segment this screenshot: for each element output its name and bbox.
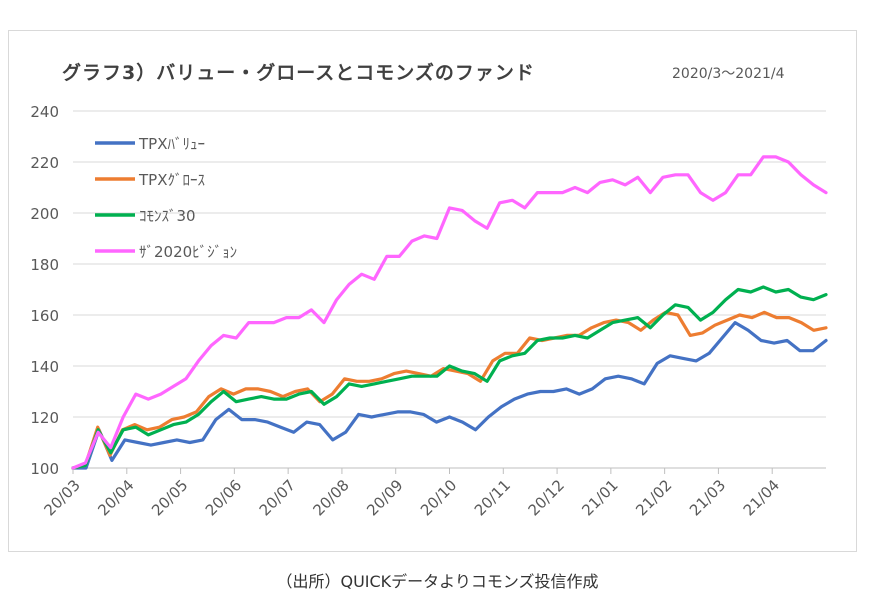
x-tick-label: 20/05: [148, 476, 191, 519]
y-tick-label: 220: [30, 154, 59, 172]
legend-label: TPXｸﾞﾛｰｽ: [138, 171, 205, 189]
x-tick-label: 21/02: [632, 476, 675, 519]
y-tick-label: 180: [30, 256, 59, 274]
y-tick-label: 120: [30, 409, 59, 427]
legend: TPXﾊﾞﾘｭｰ TPXｸﾞﾛｰｽ ｺﾓﾝｽﾞ30 ｻﾞ2020ﾋﾞｼﾞｮﾝ: [95, 135, 237, 261]
y-tick-label: 200: [30, 205, 59, 223]
x-tick-label: 20/03: [41, 476, 84, 519]
series-line-1: [71, 321, 828, 470]
y-tick-label: 160: [30, 307, 59, 325]
y-tick-label: 140: [30, 358, 59, 376]
x-tick-label: 20/08: [309, 476, 352, 519]
x-tick-label: 20/10: [417, 476, 460, 519]
x-tick-label: 20/11: [471, 476, 514, 519]
series-line-4: [71, 155, 828, 470]
legend-label: ｻﾞ2020ﾋﾞｼﾞｮﾝ: [139, 243, 237, 261]
series-line-3: [71, 285, 828, 470]
series-lines: [71, 155, 828, 470]
x-tick-label: 20/04: [94, 476, 137, 519]
y-tick-label: 100: [30, 460, 59, 478]
series-line-2: [71, 310, 828, 470]
x-tick-label: 21/01: [578, 476, 621, 519]
x-tick-label: 20/09: [363, 476, 406, 519]
y-axis-ticks: 100 120 140 160 180 200 220 240: [30, 103, 59, 478]
legend-label: TPXﾊﾞﾘｭｰ: [138, 135, 205, 153]
source-note: （出所）QUICKデータよりコモンズ投信作成: [276, 572, 599, 591]
y-tick-label: 240: [30, 103, 59, 121]
x-tick-label: 21/03: [686, 476, 729, 519]
gridlines: [73, 110, 826, 469]
x-axis-ticks: 20/03 20/04 20/05 20/06 20/07 20/08 20/09 20/10…: [41, 468, 783, 519]
chart-period: 2020/3〜2021/4: [672, 66, 785, 82]
x-tick-label: 20/12: [525, 476, 568, 519]
x-tick-label: 21/04: [740, 476, 783, 519]
chart-title: グラフ3）バリュー・グロースとコモンズのファンド: [62, 62, 535, 84]
chart-frame: [8, 30, 857, 552]
x-tick-label: 20/07: [256, 476, 299, 519]
x-tick-label: 20/06: [202, 476, 245, 519]
legend-label: ｺﾓﾝｽﾞ30: [139, 207, 196, 225]
